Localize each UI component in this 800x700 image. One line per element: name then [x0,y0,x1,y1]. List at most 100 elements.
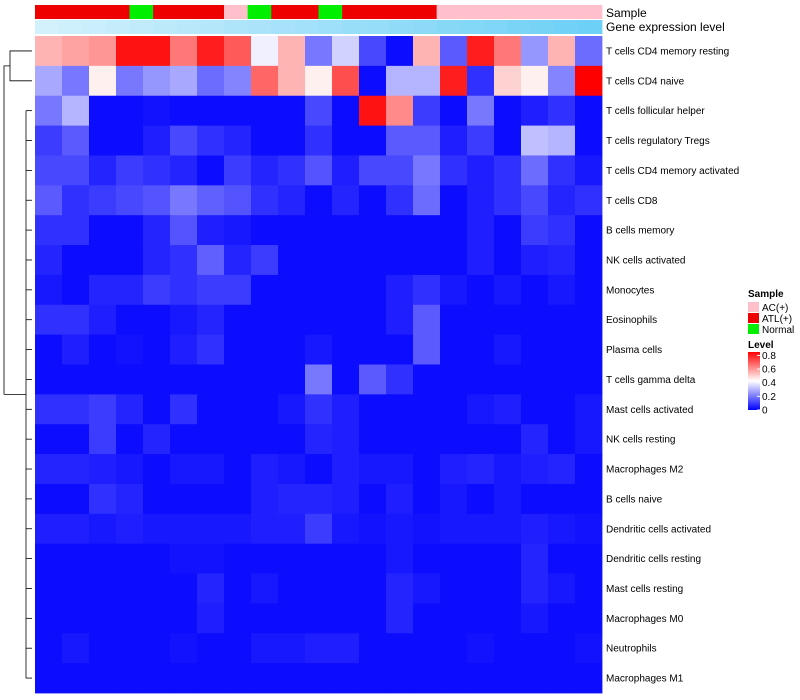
heatmap-cell [278,185,306,216]
heatmap-cell [575,603,603,634]
heatmap-cell [548,274,576,306]
heatmap-cell [494,36,522,67]
heatmap-cell [386,483,414,515]
heatmap-cell [521,36,549,67]
heatmap-cell [278,65,306,97]
heatmap-cell [116,663,144,694]
heatmap-cell [197,603,225,634]
legend-swatch [748,313,759,323]
heatmap-cell [305,215,333,246]
heatmap-cell [440,155,468,186]
heatmap-cell [35,274,63,306]
heatmap-cell [467,215,495,246]
heatmap-cell [332,513,360,545]
heatmap-cell [521,245,549,276]
heatmap-cell [305,603,333,634]
heatmap-cell [170,274,198,306]
heatmap-cell [521,603,549,634]
heatmap-cell [494,185,522,216]
heatmap-cell [278,274,306,306]
heatmap-cell [413,633,441,664]
heatmap-cell [305,95,333,126]
heatmap-cell [35,95,63,126]
heatmap-cell [143,95,171,126]
heatmap-cell [197,424,225,455]
heatmap-cell [89,36,117,67]
heatmap-cell [35,394,63,425]
heatmap-cell [278,424,306,455]
sample-annotation-cell [247,5,272,19]
heatmap-cell [143,573,171,604]
legend-tick-label: 0.2 [762,392,776,403]
heatmap-cell [251,513,279,545]
heatmap-cells [35,36,603,694]
heatmap-cell [197,364,225,395]
heatmap-cell [575,633,603,664]
heatmap-cell [305,334,333,365]
heatmap-cell [440,573,468,604]
heatmap-cell [170,334,198,365]
heatmap-cell [170,155,198,186]
heatmap-cell [62,334,90,365]
heatmap-cell [521,573,549,604]
heatmap-cell [548,663,576,694]
heatmap-cell [224,513,252,545]
heatmap-cell [575,125,603,156]
heatmap-cell [332,185,360,216]
heatmap-cell [116,65,144,97]
heatmap-cell [143,364,171,395]
heatmap-cell [332,543,360,574]
heatmap-cell [494,633,522,664]
heatmap-cell [575,185,603,216]
heatmap-cell [143,543,171,574]
heatmap-cell [62,95,90,126]
heatmap-cell [359,95,387,126]
heatmap-cell [89,573,117,604]
heatmap-cell [413,304,441,336]
heatmap-cell [467,394,495,425]
heatmap-cell [467,274,495,306]
heatmap-cell [89,334,117,365]
sample-annotation-cell [389,5,414,19]
heatmap-cell [413,513,441,545]
heatmap-cell [251,95,279,126]
expression-annotation-cell [413,20,438,34]
heatmap-cell [494,663,522,694]
sample-annotation-cell [129,5,154,19]
heatmap-cell [521,155,549,186]
sample-annotation-cell [224,5,249,19]
row-dendrogram [3,50,32,679]
heatmap-cell [89,274,117,306]
heatmap-cell [494,65,522,97]
heatmap-cell [413,394,441,425]
heatmap-cell [62,663,90,694]
heatmap-cell [359,245,387,276]
heatmap-cell [197,394,225,425]
heatmap-cell [548,155,576,186]
heatmap-cell [494,304,522,336]
heatmap-cell [89,513,117,545]
sample-annotation-cell [105,5,130,19]
expression-annotation-bar [35,20,603,34]
heatmap-cell [116,364,144,395]
heatmap-cell [143,424,171,455]
row-label: T cells CD4 naive [606,76,685,87]
heatmap-cell [116,304,144,336]
heatmap-cell [278,454,306,485]
heatmap-cell [62,304,90,336]
sample-annotation-title: Sample [606,6,647,20]
heatmap-cell [359,454,387,485]
heatmap-cell [413,274,441,306]
heatmap-cell [440,215,468,246]
legend-tick-label: 0 [762,406,768,417]
heatmap-cell [332,633,360,664]
heatmap-cell [143,65,171,97]
heatmap-cell [359,513,387,545]
row-label: NK cells activated [606,255,685,266]
heatmap-cell [413,245,441,276]
heatmap-cell [413,573,441,604]
heatmap-cell [224,394,252,425]
heatmap-cell [440,603,468,634]
heatmap-cell [548,573,576,604]
expression-annotation-cell [176,20,201,34]
